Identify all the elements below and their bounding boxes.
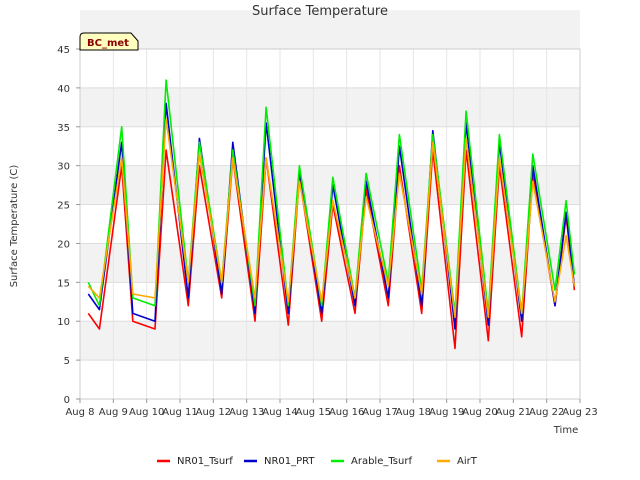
x-axis-title: Time [553,425,578,436]
y-tick-label: 5 [64,356,70,367]
x-tick-label: Aug 8 [65,407,94,418]
y-tick-label: 0 [64,395,70,406]
x-tick-label: Aug 23 [562,407,597,418]
legend-label-nr01-prt: NR01_PRT [264,456,315,467]
legend: NR01_Tsurf NR01_PRT Arable_Tsurf AirT [157,456,478,467]
x-tick-label: Aug 20 [462,407,497,418]
x-tick-label: Aug 18 [396,407,431,418]
x-tick-label: Aug 19 [429,407,464,418]
x-tick-label: Aug 12 [196,407,231,418]
y-axis: 0 5 10 15 20 25 30 35 40 45 [57,45,80,406]
y-axis-title: Surface Temperature (C) [9,165,20,288]
y-tick-label: 45 [57,45,70,56]
series-line-arable-tsurf [87,79,576,315]
x-tick-label: Aug 21 [496,407,531,418]
site-badge-label: BC_met [87,38,129,49]
site-badge-shape [79,32,139,51]
y-tick-label: 15 [57,278,70,289]
x-tick-label: Aug 13 [229,407,264,418]
legend-label-nr01-tsurf: NR01_Tsurf [177,456,233,467]
y-tick-label: 30 [57,162,70,173]
x-tick-label: Aug 22 [529,407,564,418]
grid-band [80,10,580,49]
y-tick-label: 40 [57,84,70,95]
grid-band [80,243,580,283]
x-tick-label: Aug 11 [162,407,197,418]
y-tick-label: 20 [57,239,70,250]
chart-title: Surface Temperature [252,4,388,19]
x-tick-label: Aug 17 [362,407,397,418]
series-line-airt [87,118,576,319]
x-tick-label: Aug 16 [329,407,364,418]
plot-area-border [79,48,581,400]
x-tick-label: Aug 15 [296,407,331,418]
y-tick-label: 35 [57,123,70,134]
legend-label-airt: AirT [457,456,478,467]
x-tick-label: Aug 10 [129,407,164,418]
grid-band [80,321,580,361]
site-badge: BC_met [79,32,139,51]
legend-label-arable-tsurf: Arable_Tsurf [351,456,412,467]
grid-band [80,87,580,127]
plot-background-bands [80,10,580,361]
series-layer [87,79,576,350]
x-tick-label: Aug 9 [99,407,128,418]
y-tick-label: 10 [57,317,70,328]
y-tick-label: 25 [57,201,70,212]
x-tick-label: Aug 14 [262,407,297,418]
